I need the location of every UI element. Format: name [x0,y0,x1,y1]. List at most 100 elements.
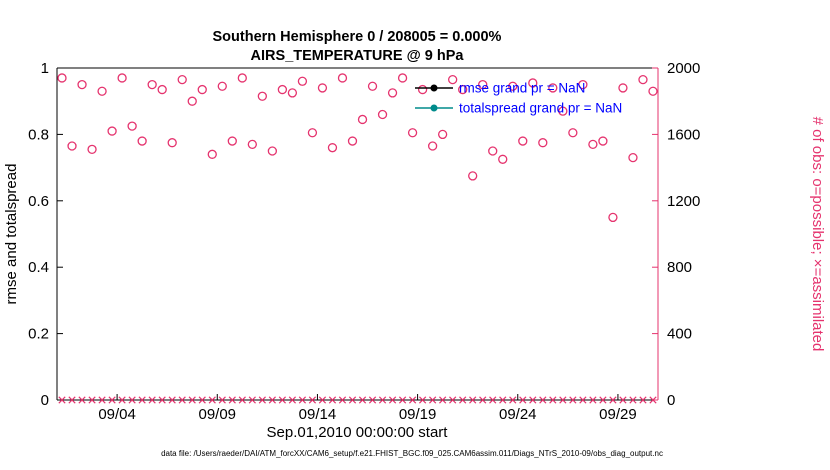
assimilated-obs-marker [649,396,657,404]
assimilated-obs-marker [559,396,567,404]
possible-obs-marker [57,73,67,83]
possible-obs-marker [608,212,618,223]
assimilated-obs-marker [258,396,266,404]
possible-obs-marker [97,86,107,96]
possible-obs-marker [197,84,207,95]
assimilated-obs-marker [599,396,607,404]
legend-label-rmse: rmse grand pr = NaN [459,81,585,96]
assimilated-obs-marker [68,396,76,404]
assimilated-obs-marker [228,396,236,404]
possible-obs-marker [448,74,458,85]
possible-obs-marker [478,79,488,90]
assimilated-obs-marker [469,396,477,404]
possible-obs-marker [267,146,278,156]
assimilated-obs-marker [178,396,186,404]
assimilated-obs-marker [629,396,637,404]
assimilated-obs-marker [148,396,156,404]
possible-obs-marker [508,81,518,91]
assimilated-obs-marker [509,396,517,404]
possible-obs-marker [307,128,318,138]
possible-obs-marker [257,91,267,101]
possible-obs-marker [357,114,368,125]
possible-obs-marker [107,126,117,136]
assimilated-obs-marker [108,396,116,404]
possible-obs-marker [177,74,187,85]
legend-item-rmse: rmse grand pr = NaN [415,81,585,96]
possible-obs-marker [407,128,418,138]
assimilated-obs-marker [138,396,146,404]
assimilated-obs-marker [459,396,467,404]
possible-obs-marker [217,81,227,91]
assimilated-obs-marker [519,396,527,404]
possible-obs-marker [458,84,468,95]
possible-obs-marker [427,141,438,151]
possible-obs-marker [227,136,237,146]
possible-obs-marker [648,86,658,96]
possible-obs-marker [127,121,137,131]
y-left-tick-label: 0 [41,392,49,409]
assimilated-obs-marker [429,396,437,404]
assimilated-obs-marker [268,396,276,404]
assimilated-obs-marker [118,396,126,404]
assimilated-obs-marker [288,396,297,404]
possible-obs-marker [137,136,147,146]
possible-obs-marker [287,88,298,98]
possible-obs-marker [327,143,338,153]
assimilated-obs-marker [529,396,537,404]
x-tick-label: 09/29 [599,406,637,423]
assimilated-obs-marker [479,396,487,404]
assimilated-obs-marker [549,396,557,404]
possible-obs-marker [588,139,598,150]
possible-obs-marker [297,76,308,86]
possible-obs-marker [167,138,177,148]
plot-area: 09/04 09/09 09/14 09/19 09/24 09/29 0 0.2 0.4 0.6… [28,60,700,423]
possible-obs-marker [187,96,197,106]
possible-obs-marker [618,83,628,93]
x-axis-label: Sep.01,2010 00:00:00 start [267,424,449,441]
assimilated-obs-marker [318,396,327,404]
y-right-tick-label: 1200 [667,193,700,210]
possible-obs-marker [347,136,358,146]
assimilated-obs-marker [128,396,136,404]
possible-obs-marker [417,84,428,95]
assimilated-obs-marker [539,396,547,404]
possible-obs-marker [387,88,398,98]
assimilated-obs-marker [499,396,507,404]
possible-obs-marker [147,79,157,90]
possible-obs-marker [277,84,288,95]
possible-obs-marker [468,171,478,181]
assimilated-obs-marker [408,396,417,404]
assimilated-obs-marker [208,396,216,404]
legend: rmse grand pr = NaN totalspread grand pr… [415,81,622,116]
assimilated-obs-marker [158,396,166,404]
possible-obs-marker [528,78,538,88]
assimilated-obs-marker [489,396,497,404]
y-axis-label-right: # of obs: o=possible; ×=assimilated [809,117,826,352]
assimilated-obs-marker [58,396,66,404]
assimilated-obs-marker [78,396,86,404]
possible-obs-marker [558,106,568,116]
y-right-tick-label: 800 [667,259,692,276]
possible-obs-marker [237,73,247,83]
assimilated-obs-marker [639,396,647,404]
legend-label-totalspread: totalspread grand pr = NaN [459,101,622,116]
y-right-tick-label: 400 [667,326,692,343]
possible-obs-marker [638,74,648,85]
assimilated-obs-marker [619,396,627,404]
possible-obs-marker [568,128,578,138]
possible-obs-marker [87,144,97,154]
legend-item-totalspread: totalspread grand pr = NaN [415,101,622,116]
assimilated-obs-marker [88,396,96,404]
assimilated-obs-marker [238,396,246,404]
possible-obs-marker [207,149,217,159]
y-right-tick-label: 0 [667,392,675,409]
x-tick-label: 09/04 [98,406,136,423]
assimilated-obs-marker [308,396,317,404]
assimilated-obs-marker [168,396,176,404]
possible-obs-marker [367,81,378,91]
possible-obs-marker [77,79,87,90]
possible-obs-marker [498,154,508,164]
totalspread-dot-swatch [430,104,438,112]
possible-obs-marker [548,83,558,93]
